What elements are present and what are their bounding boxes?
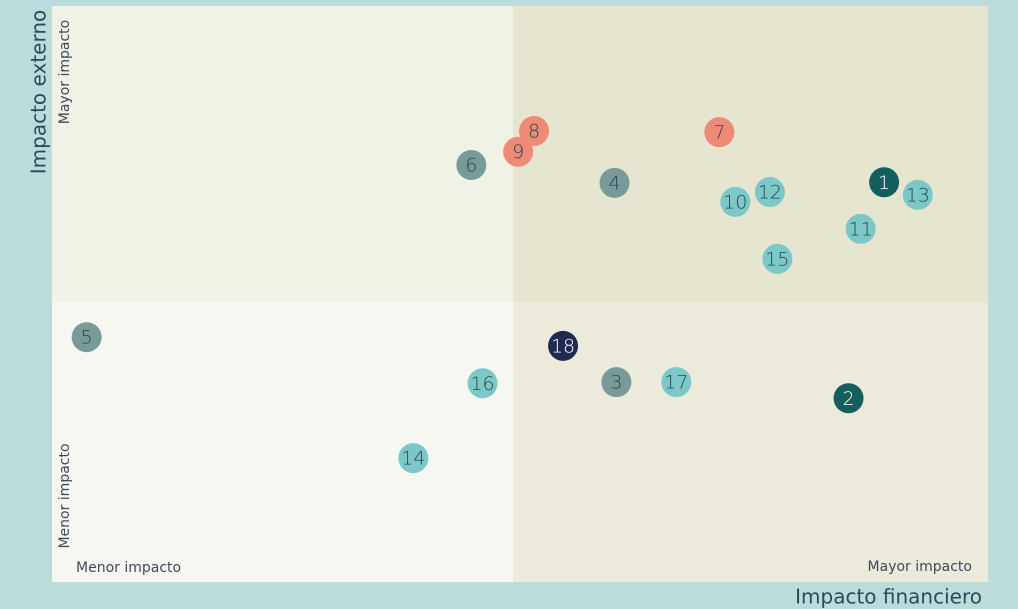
x-low-label: Menor impacto — [76, 560, 181, 576]
point — [869, 167, 900, 198]
point-label: 6 — [465, 154, 477, 176]
point — [398, 443, 429, 474]
quadrant — [513, 6, 988, 302]
point-label: 7 — [713, 122, 725, 144]
point-label: 17 — [664, 372, 688, 394]
point — [661, 367, 692, 398]
point-label: 13 — [906, 184, 930, 206]
point — [704, 117, 735, 148]
point-label: 1 — [878, 172, 890, 194]
point-label: 10 — [723, 191, 747, 213]
point — [762, 243, 793, 274]
point — [71, 322, 102, 353]
quadrant — [52, 6, 513, 302]
point — [456, 149, 487, 180]
point — [519, 115, 550, 146]
point — [720, 186, 751, 217]
quadrant — [52, 302, 513, 582]
x-high-label: Mayor impacto — [868, 559, 972, 575]
point — [845, 213, 876, 244]
point — [548, 330, 579, 361]
point-label: 18 — [551, 335, 575, 357]
point-label: 15 — [765, 248, 789, 270]
quadrant — [513, 302, 988, 582]
point — [833, 383, 864, 414]
point — [754, 177, 785, 208]
point — [599, 167, 630, 198]
point-label: 9 — [512, 141, 524, 163]
point-label: 5 — [81, 327, 93, 349]
point — [503, 136, 534, 167]
y-high-label: Mayor impacto — [57, 20, 73, 124]
point-label: 3 — [610, 372, 622, 394]
point-label: 8 — [528, 120, 540, 142]
point — [601, 367, 632, 398]
point — [467, 368, 498, 399]
x-axis-label: Impacto financiero — [795, 585, 982, 609]
point-label: 14 — [401, 448, 425, 470]
point-label: 2 — [842, 388, 854, 410]
point-label: 11 — [849, 218, 873, 240]
point-label: 12 — [758, 182, 782, 204]
y-low-label: Menor impacto — [57, 443, 73, 548]
point-label: 4 — [608, 172, 620, 194]
y-axis-label: Impacto externo — [27, 10, 51, 174]
point-label: 16 — [470, 373, 494, 395]
point — [902, 179, 933, 210]
